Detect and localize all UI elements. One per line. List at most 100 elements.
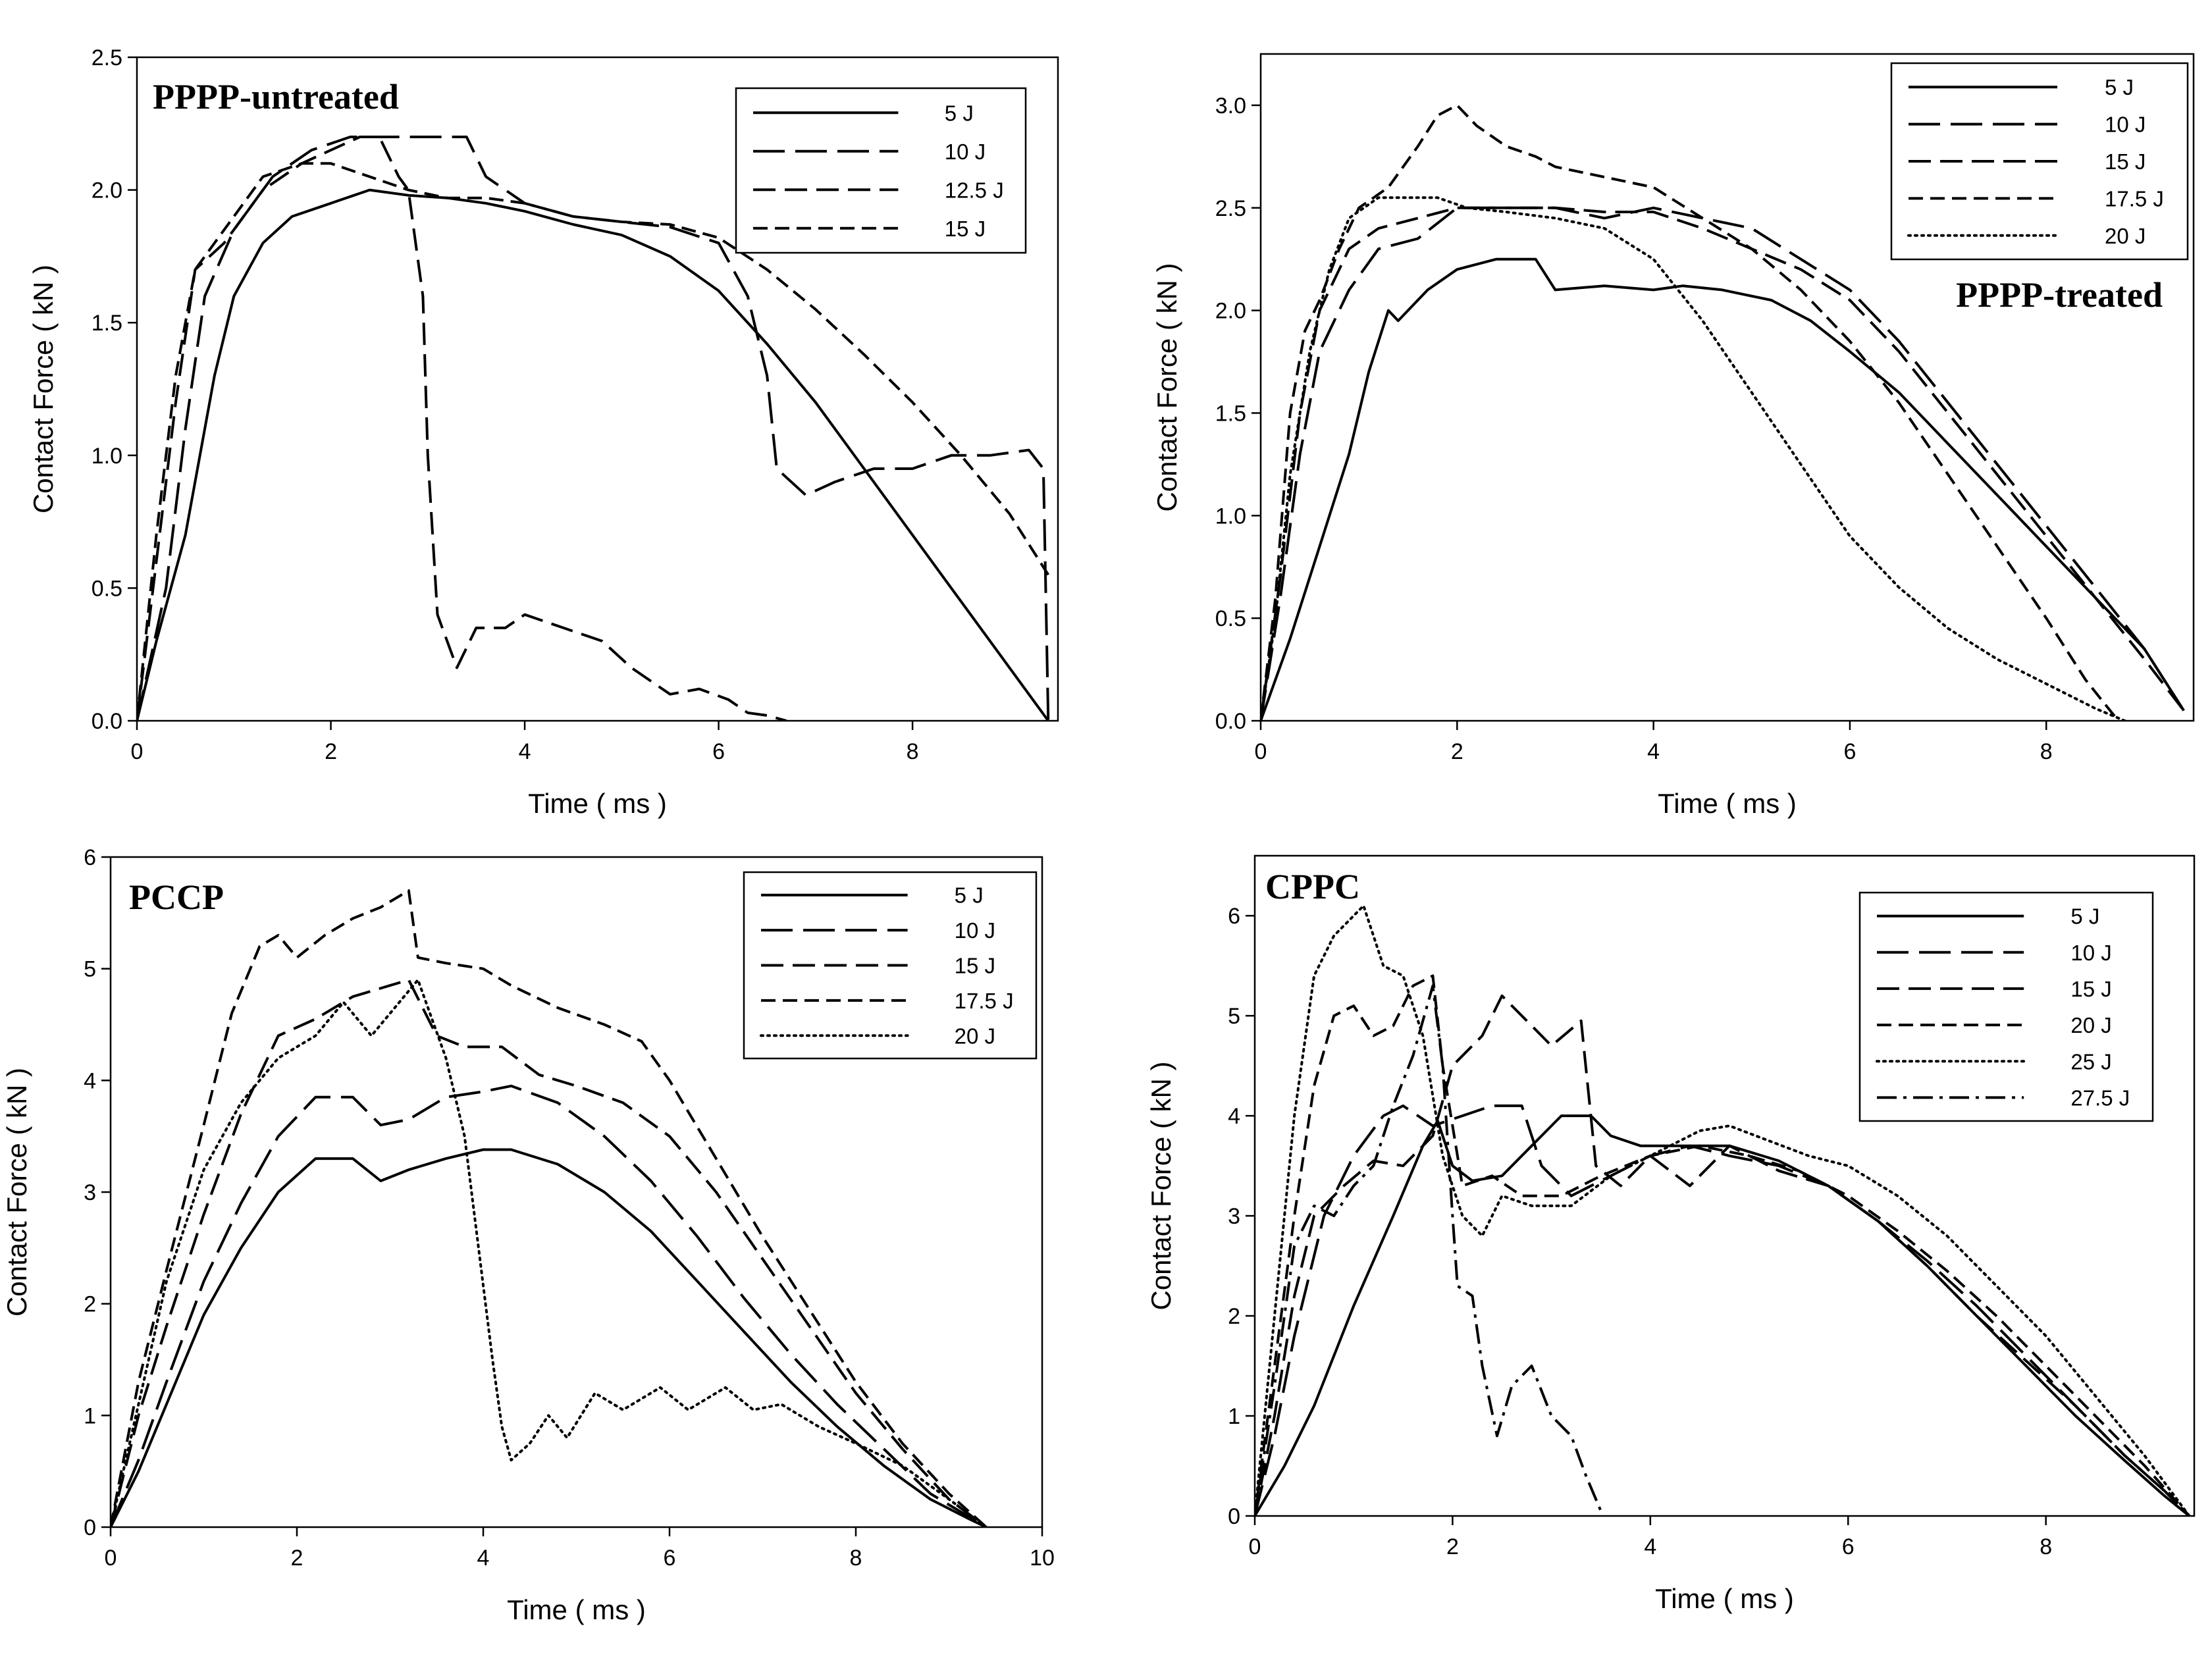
y-tick-label: 0.5 [92, 576, 122, 601]
chart-title: PPPP-treated [1956, 275, 2163, 315]
legend-label: 12.5 J [945, 178, 1004, 202]
legend-label: 17.5 J [2105, 186, 2164, 211]
legend-label: 17.5 J [955, 989, 1014, 1013]
series-line-10-j [111, 1084, 988, 1527]
series-line-5-j [137, 188, 1049, 721]
series-line-5-j [1261, 257, 2185, 721]
x-tick-label: 6 [712, 739, 725, 764]
series-line-20-j [111, 978, 988, 1527]
series-line-15-j [1255, 994, 2190, 1516]
y-tick-label: 3.0 [1215, 93, 1246, 118]
y-tick-label: 5 [1228, 1004, 1240, 1029]
y-axis-label: Contact Force ( kN ) [1, 1068, 32, 1316]
y-tick-label: 5 [84, 957, 96, 982]
series-line-10-j [1255, 1104, 2190, 1516]
legend-label: 20 J [955, 1024, 995, 1048]
legend-label: 15 J [2070, 977, 2111, 1001]
legend-label: 5 J [2070, 904, 2099, 929]
legend-label: 10 J [945, 140, 986, 164]
series-line-25-j [1255, 904, 2191, 1516]
legend-label: 25 J [2070, 1049, 2111, 1074]
series-group [1255, 904, 2191, 1516]
y-tick-label: 6 [84, 845, 96, 870]
x-tick-label: 4 [1647, 739, 1660, 764]
legend: 5 J 10 J 15 J 17.5 J 20 J [743, 871, 1038, 1060]
y-tick-label: 1 [84, 1403, 96, 1428]
legend-label: 15 J [2105, 149, 2146, 174]
legend: 5 J 10 J 15 J 20 J 25 J 27.5 J [1858, 891, 2154, 1122]
y-tick-label: 3 [1228, 1204, 1240, 1229]
series-line-15-j [1261, 206, 2185, 721]
y-tick-label: 2.5 [92, 45, 122, 70]
y-tick-label: 2.5 [1215, 196, 1246, 221]
series-line-10-j [137, 136, 1050, 721]
y-tick-label: 2.0 [1215, 299, 1246, 324]
cppc-chart: 0 2 4 6 8 0 1 2 3 4 5 6 Time ( ms ) Contact Force ( k… [1146, 854, 2196, 1614]
x-tick-label: 0 [1255, 739, 1267, 764]
series-group [111, 889, 988, 1527]
y-tick-label: 1.5 [92, 311, 122, 336]
x-tick-label: 8 [907, 739, 919, 764]
series-line-20-j [1255, 974, 2190, 1516]
chart-title: PCCP [129, 877, 224, 917]
y-axis-label: Contact Force ( kN ) [28, 265, 59, 513]
x-tick-label: 6 [1842, 1534, 1855, 1559]
y-tick-label: 4 [1228, 1104, 1240, 1129]
series-group [1261, 103, 2185, 721]
x-tick-label: 0 [1249, 1534, 1261, 1559]
legend-label: 20 J [2070, 1013, 2111, 1037]
pppp-untreated-chart: 0 2 4 6 8 0.0 0.5 1.0 1.5 2.0 2.5 Time ( ms ) Contac… [28, 45, 1059, 819]
x-tick-label: 4 [1644, 1534, 1656, 1559]
y-tick-label: 2.0 [92, 178, 122, 203]
y-tick-label: 2 [1228, 1304, 1240, 1329]
x-tick-label: 0 [131, 739, 144, 764]
plot-frame [1259, 53, 2195, 722]
y-tick-label: 1.0 [1215, 504, 1246, 529]
plot-frame [1253, 854, 2196, 1517]
legend-label: 15 J [945, 217, 986, 241]
x-axis-label: Time ( ms ) [1658, 788, 1797, 819]
x-tick-label: 2 [1451, 739, 1463, 764]
x-tick-label: 6 [1843, 739, 1856, 764]
x-axis-label: Time ( ms ) [528, 788, 667, 819]
y-tick-label: 1.5 [1215, 401, 1246, 426]
y-tick-label: 3 [84, 1180, 96, 1205]
x-tick-label: 2 [291, 1546, 303, 1571]
x-tick-label: 6 [664, 1546, 676, 1571]
legend-label: 20 J [2105, 224, 2146, 248]
legend-label: 10 J [2070, 941, 2111, 965]
series-line-5-j [1255, 1114, 2190, 1516]
chart-title: PPPP-untreated [153, 77, 399, 117]
legend-box [1858, 891, 2154, 1122]
series-line-10-j [1261, 206, 2185, 721]
x-tick-label: 10 [1030, 1546, 1055, 1571]
x-axis-label: Time ( ms ) [507, 1594, 646, 1625]
y-axis-label: Contact Force ( kN ) [1151, 263, 1182, 511]
y-tick-label: 1.0 [92, 444, 122, 469]
y-tick-label: 0 [1228, 1504, 1240, 1529]
series-line-5-j [111, 1148, 987, 1527]
series-line-20-j [1261, 196, 2126, 721]
legend-label: 5 J [955, 883, 984, 908]
series-group [137, 136, 1050, 721]
series-line-27-5-j [1255, 984, 1602, 1516]
legend-label: 10 J [955, 918, 995, 943]
x-axis-label: Time ( ms ) [1655, 1583, 1794, 1614]
legend-label: 5 J [945, 101, 974, 125]
series-line-12-5-j [137, 136, 787, 721]
x-tick-label: 8 [2040, 1534, 2052, 1559]
y-tick-label: 0.0 [92, 709, 122, 734]
x-tick-label: 8 [2040, 739, 2053, 764]
legend: 5 J 10 J 12.5 J 15 J [735, 87, 1027, 254]
x-tick-label: 2 [1446, 1534, 1459, 1559]
series-line-17-5-j [111, 889, 988, 1527]
legend: 5 J 10 J 15 J 17.5 J 20 J [1890, 62, 2189, 261]
x-tick-label: 8 [850, 1546, 862, 1571]
pccp-chart: 0 2 4 6 8 10 0 1 2 3 4 5 6 Time ( ms ) Contact Force (… [1, 845, 1055, 1625]
legend-label: 27.5 J [2070, 1085, 2130, 1110]
x-tick-label: 4 [519, 739, 531, 764]
legend-label: 15 J [955, 954, 995, 978]
y-tick-label: 6 [1228, 904, 1240, 929]
y-tick-label: 1 [1228, 1404, 1240, 1429]
